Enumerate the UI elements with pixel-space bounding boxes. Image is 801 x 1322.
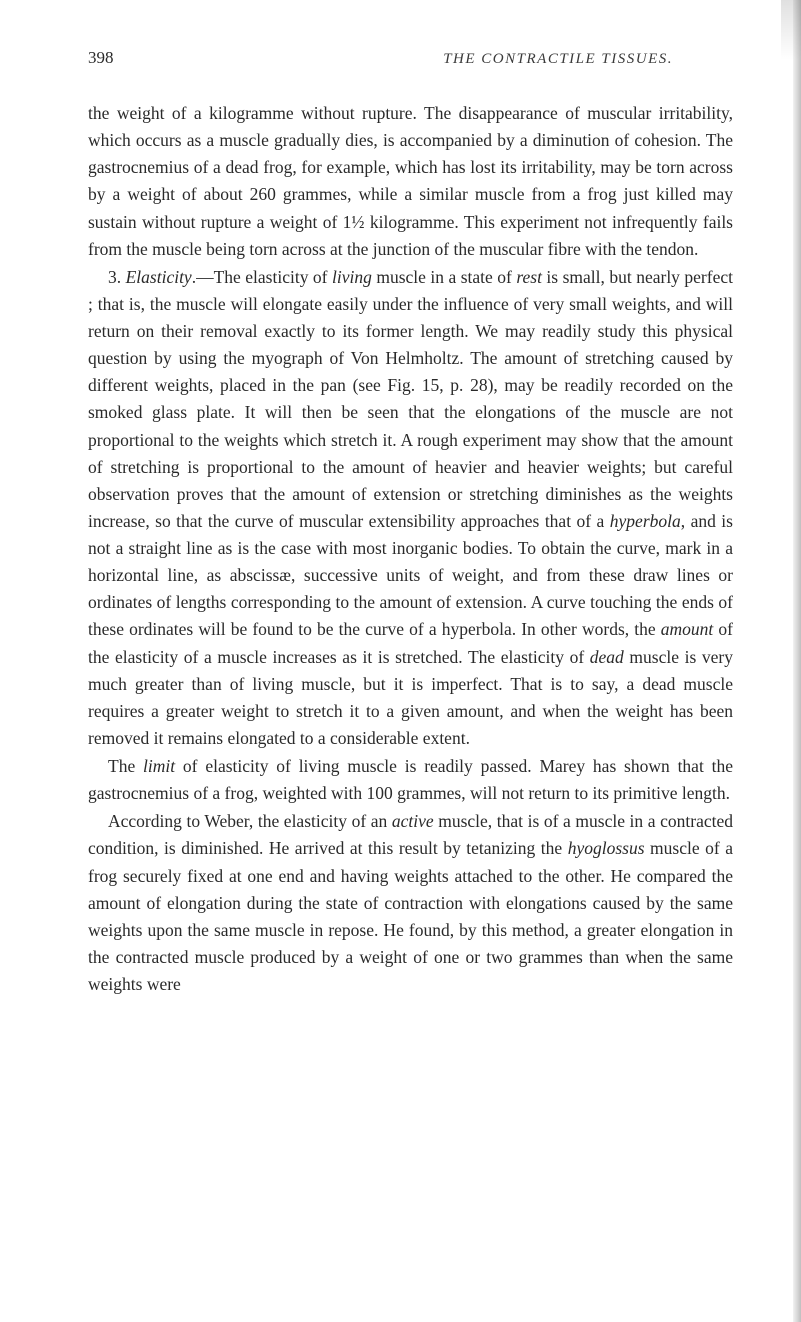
p4-c: muscle of a frog securely fixed at one e… xyxy=(88,838,733,994)
p3-b: of elasticity of living muscle is readil… xyxy=(88,756,733,803)
paragraph-2: 3. Elasticity.—The elasticity of living … xyxy=(88,264,733,752)
running-title: THE CONTRACTILE TISSUES. xyxy=(443,51,673,68)
p2-b: muscle in a state of xyxy=(372,267,516,287)
page-header: 398 THE CONTRACTILE TISSUES. xyxy=(88,48,733,68)
p3-limit: limit xyxy=(143,756,175,776)
p2-elasticity: Elasticity xyxy=(126,267,192,287)
page-top-shadow xyxy=(781,0,801,60)
p2-rest: rest xyxy=(516,267,542,287)
p2-living: living xyxy=(332,267,372,287)
p4-hyoglossus: hyoglossus xyxy=(568,838,645,858)
p2-lead: 3. xyxy=(108,267,126,287)
body-text: the weight of a kilogramme without ruptu… xyxy=(88,100,733,998)
p2-amount: amount xyxy=(661,619,714,639)
page-edge-shadow xyxy=(793,0,801,1322)
p2-a: .—The elasticity of xyxy=(192,267,332,287)
p1-text: the weight of a kilogramme without ruptu… xyxy=(88,103,733,259)
paragraph-4: According to Weber, the elasticity of an… xyxy=(88,808,733,998)
paragraph-1: the weight of a kilogramme without ruptu… xyxy=(88,100,733,263)
page-number: 398 xyxy=(88,48,114,68)
p3-a: The xyxy=(108,756,143,776)
p4-active: active xyxy=(392,811,434,831)
p2-dead: dead xyxy=(590,647,624,667)
p2-c: is small, but nearly perfect ; that is, … xyxy=(88,267,733,531)
paragraph-3: The limit of elasticity of living muscle… xyxy=(88,753,733,807)
p4-a: According to Weber, the elasticity of an xyxy=(108,811,392,831)
p2-hyperbola: hyperbola xyxy=(610,511,681,531)
page-container: 398 THE CONTRACTILE TISSUES. the weight … xyxy=(0,0,801,1322)
